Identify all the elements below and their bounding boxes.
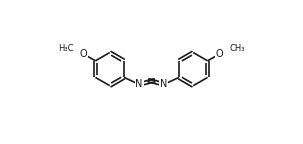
- Text: N: N: [135, 79, 143, 89]
- Text: CH₃: CH₃: [230, 43, 245, 53]
- Text: O: O: [216, 49, 224, 59]
- Text: N: N: [160, 79, 168, 89]
- Text: O: O: [79, 49, 87, 59]
- Text: H₃C: H₃C: [58, 43, 73, 53]
